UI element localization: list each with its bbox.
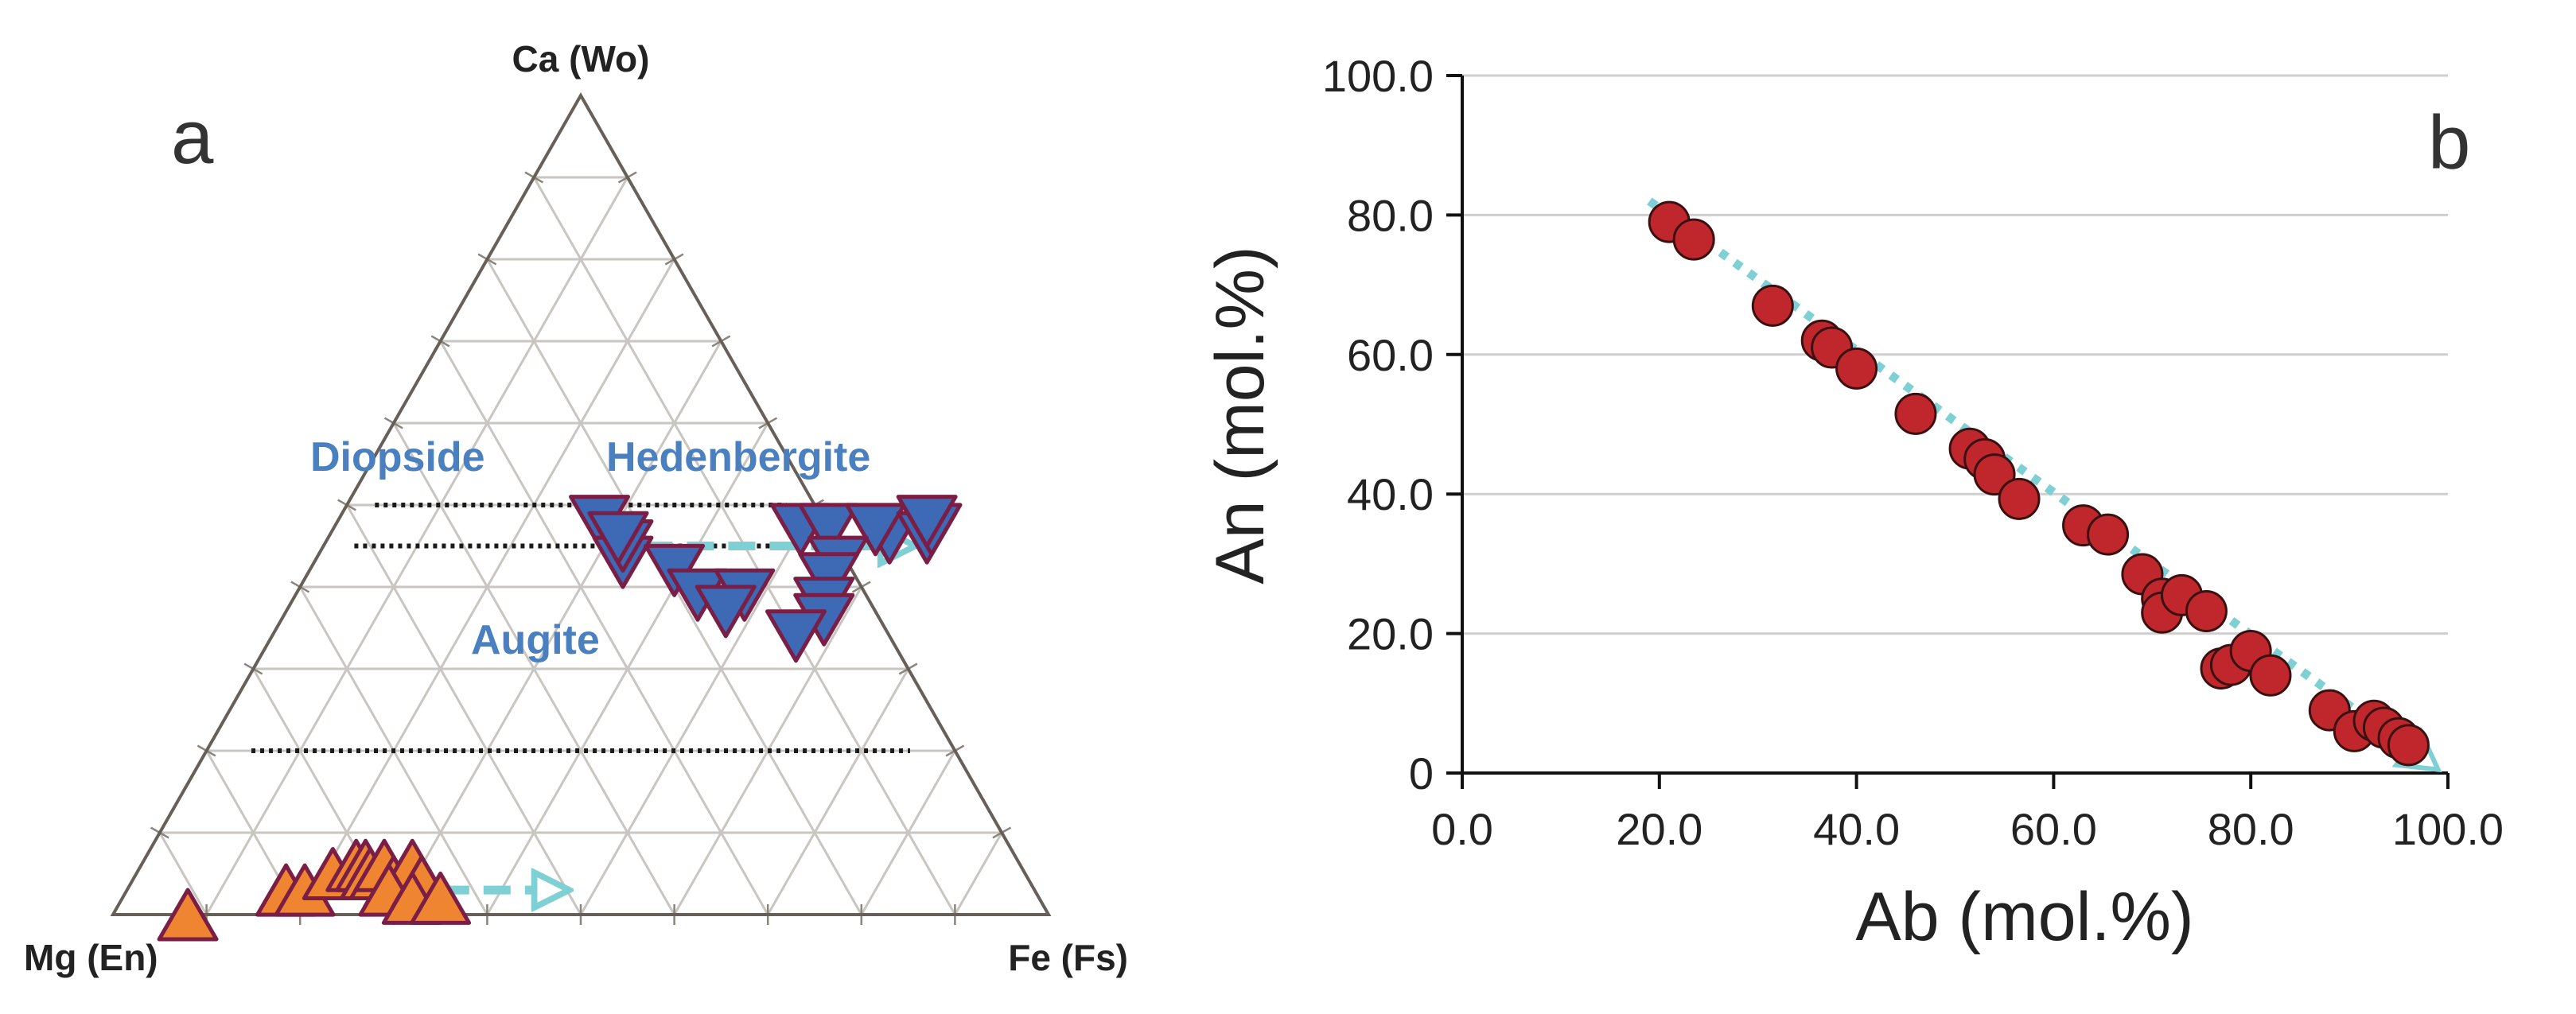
diopside-label: Diopside bbox=[310, 434, 485, 480]
ternary-trend-arrows bbox=[276, 546, 885, 891]
y-tick-label: 100.0 bbox=[1322, 51, 1434, 101]
ternary-gridline bbox=[860, 750, 956, 915]
x-tick-label: 0.0 bbox=[1431, 804, 1493, 854]
b-axes bbox=[1446, 74, 2450, 789]
ternary-gridline bbox=[439, 340, 769, 915]
ternary-gridline bbox=[392, 340, 722, 915]
vertex-right-label: Fe (Fs) bbox=[1008, 937, 1128, 978]
hedenbergite-label: Hedenbergite bbox=[606, 434, 870, 480]
ternary-gridline bbox=[158, 832, 208, 915]
ca-rich-pyroxene-point bbox=[896, 495, 958, 549]
low-ca-pyroxene-point bbox=[157, 888, 219, 942]
panel-a-label: a bbox=[171, 95, 214, 180]
y-tick-label: 20.0 bbox=[1347, 609, 1434, 659]
plagioclase-point bbox=[2087, 513, 2130, 556]
ca-rich-pyroxene-point bbox=[765, 609, 827, 663]
y-tick-label: 60.0 bbox=[1347, 330, 1434, 380]
ternary-gridline bbox=[766, 668, 909, 915]
b-gridlines bbox=[1462, 74, 2448, 635]
ternary-gridline bbox=[579, 504, 816, 915]
ca-rich-pyroxene-point bbox=[695, 585, 757, 639]
plagioclase-trend-arrow bbox=[1647, 197, 2411, 752]
ternary-gridline bbox=[954, 832, 1003, 915]
plagioclase-points bbox=[1648, 200, 2430, 767]
plagioclase-point bbox=[1835, 347, 1878, 390]
y-axis-label: An (mol.%) bbox=[1202, 246, 1278, 584]
ca-rich-pyroxene-point bbox=[844, 503, 906, 557]
ca-rich-pyroxene-point bbox=[798, 503, 860, 557]
plagioclase-point bbox=[1894, 392, 1937, 435]
plagioclase-point bbox=[2387, 724, 2430, 767]
plagioclase-point bbox=[1998, 477, 2041, 520]
plagioclase-point bbox=[1751, 284, 1794, 327]
vertex-top-label: Ca (Wo) bbox=[512, 38, 650, 80]
panel-b-label: b bbox=[2428, 100, 2470, 185]
b-tick-labels: 0 20.0 40.0 60.0 80.0 100.0 0.0 20.0 40.0 60.0 80.… bbox=[1322, 51, 2504, 854]
x-tick-label: 80.0 bbox=[2208, 804, 2294, 854]
plagioclase-point bbox=[2185, 590, 2228, 633]
ternary-points bbox=[157, 495, 963, 942]
y-tick-label: 40.0 bbox=[1347, 469, 1434, 519]
low-ca-pyroxene-point bbox=[410, 871, 472, 925]
x-axis-label: Ab (mol.%) bbox=[1855, 879, 2193, 955]
x-tick-label: 100.0 bbox=[2392, 804, 2504, 854]
augite-label: Augite bbox=[471, 617, 600, 663]
y-tick-label: 80.0 bbox=[1347, 190, 1434, 240]
vertex-left-label: Mg (En) bbox=[24, 937, 158, 978]
plagioclase-point bbox=[2249, 654, 2292, 697]
ternary-panel: Ca (Wo) Mg (En) Fe (Fs) a Diopside Heden… bbox=[24, 38, 1128, 978]
x-tick-label: 60.0 bbox=[2010, 804, 2097, 854]
plagioclase-point bbox=[1672, 218, 1715, 261]
ternary-gridline bbox=[345, 504, 582, 915]
x-tick-label: 20.0 bbox=[1616, 804, 1702, 854]
scatter-panel: 0 20.0 40.0 60.0 80.0 100.0 0.0 20.0 40.0 60.0 80.… bbox=[1202, 51, 2504, 955]
y-tick-label: 0 bbox=[1409, 748, 1434, 798]
x-tick-label: 40.0 bbox=[1813, 804, 1900, 854]
ca-rich-pyroxene-point bbox=[587, 511, 649, 565]
